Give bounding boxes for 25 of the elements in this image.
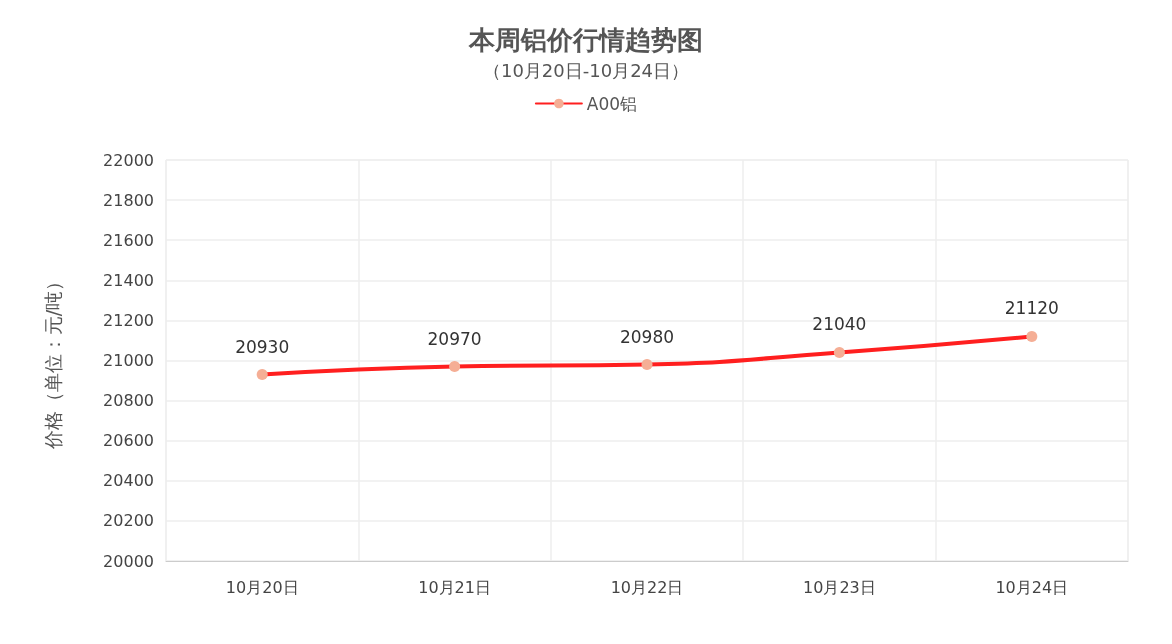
y-tick-label: 21000 [103,351,154,370]
x-tick-label: 10月20日 [225,577,299,597]
x-tick-label: 10月24日 [995,577,1069,597]
x-tick-label: 10月22日 [610,577,684,597]
data-label: 20930 [235,336,290,357]
y-tick-label: 21400 [103,270,154,290]
y-tick-label: 21200 [103,310,154,330]
data-label: 20970 [427,328,482,349]
y-axis-title: 价格（单位：元/吨） [41,271,64,451]
data-label: 20980 [619,326,675,347]
y-tick-label: 22000 [103,150,154,170]
data-label: 21120 [1004,298,1059,319]
chart-subtitle: （10月20日-10月24日） [482,59,690,81]
y-tick-label: 20000 [103,551,154,571]
chart-title: 本周铝价行情趋势图 [468,25,703,55]
y-tick-label: 21800 [103,190,154,210]
x-tick-label: 10月21日 [418,577,491,597]
data-label: 21040 [812,314,867,335]
legend-label: A00铝 [586,93,638,114]
y-tick-label: 20200 [103,511,154,531]
y-tick-label: 21600 [103,230,154,250]
y-tick-label: 20400 [103,471,154,491]
y-tick-label: 20600 [103,431,154,451]
y-tick-label: 20800 [103,391,154,411]
x-tick-label: 10月23日 [803,577,876,597]
